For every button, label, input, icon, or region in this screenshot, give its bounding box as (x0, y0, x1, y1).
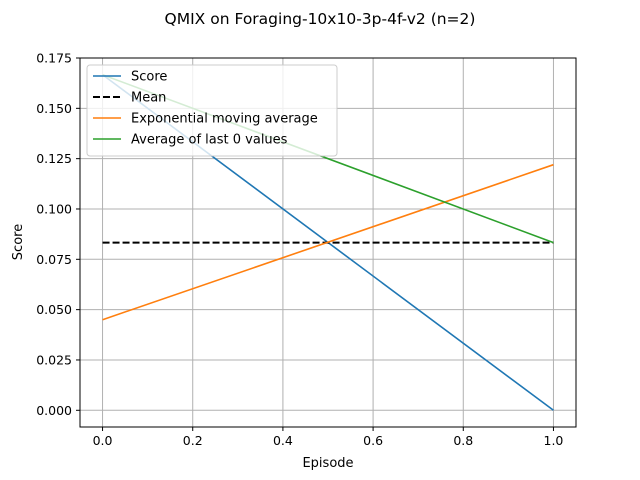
plot-frame (79, 57, 577, 428)
x-axis-ticks: 0.0 0.2 0.4 0.6 0.8 1.0 (93, 427, 564, 448)
legend-label: Mean (131, 91, 166, 106)
x-tick-label: 0.4 (273, 433, 293, 448)
series-line-exponential-moving-average (102, 163, 554, 321)
x-tick-label: 0.6 (363, 433, 383, 448)
x-tick-label: 1.0 (544, 433, 564, 448)
y-axis-ticks: 0.000 0.025 0.050 0.075 0.100 0.125 0.150 0.175 (36, 51, 80, 418)
y-tick-label: 0.175 (36, 51, 72, 66)
x-tick-label: 0.2 (183, 433, 203, 448)
x-tick-label: 0.0 (93, 433, 113, 448)
y-tick-label: 0.075 (36, 252, 72, 267)
chart-title: QMIX on Foraging-10x10-3p-4f-v2 (n=2) (165, 10, 476, 28)
y-tick-label: 0.100 (36, 201, 72, 216)
y-tick-label: 0.000 (36, 403, 72, 418)
legend-label: Score (131, 70, 167, 85)
y-tick-label: 0.125 (36, 151, 72, 166)
y-tick-label: 0.050 (36, 302, 72, 317)
y-axis-title: Score (11, 224, 26, 260)
legend-box (86, 64, 338, 157)
legend-label: Average of last 0 values (131, 133, 288, 148)
x-axis-title: Episode (302, 456, 353, 471)
y-tick-label: 0.150 (36, 101, 72, 116)
legend-label: Exponential moving average (131, 112, 318, 127)
legend: Score Mean Exponential moving average Avera… (86, 64, 338, 157)
x-tick-label: 0.8 (453, 433, 473, 448)
y-tick-label: 0.025 (36, 352, 72, 367)
